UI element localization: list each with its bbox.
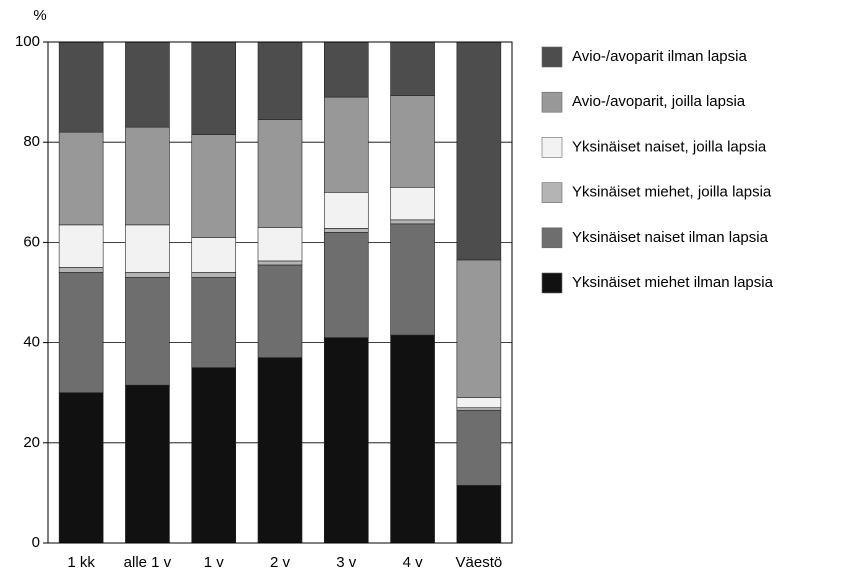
x-tick-label: 1 kk bbox=[67, 554, 95, 571]
bar-segment bbox=[191, 134, 237, 238]
bar-segment bbox=[456, 41, 502, 261]
legend-swatch bbox=[541, 272, 563, 294]
bar-segment bbox=[58, 392, 104, 544]
bar-segment bbox=[125, 272, 170, 278]
bar-segment bbox=[323, 232, 369, 338]
legend-label: Avio-/avoparit, joilla lapsia bbox=[572, 93, 746, 110]
bar-segment bbox=[191, 277, 237, 368]
y-tick-label: 60 bbox=[23, 233, 40, 250]
bar-segment bbox=[390, 186, 435, 221]
bar-segment bbox=[456, 485, 502, 544]
legend-label: Yksinäiset naiset ilman lapsia bbox=[572, 229, 769, 246]
bar-segment bbox=[58, 131, 104, 226]
bar-segment bbox=[191, 367, 237, 544]
x-tick-label: 2 v bbox=[270, 554, 291, 571]
x-tick-label: 3 v bbox=[336, 554, 357, 571]
x-tick-label: Väestö bbox=[456, 554, 503, 571]
bar-segment bbox=[191, 272, 237, 278]
bar-segment bbox=[390, 223, 435, 336]
legend-label: Avio-/avoparit ilman lapsia bbox=[572, 48, 747, 65]
legend-swatch bbox=[541, 227, 563, 249]
bar-segment bbox=[125, 224, 170, 273]
bar-segment bbox=[390, 334, 435, 544]
bar-segment bbox=[323, 337, 369, 544]
bar-segment bbox=[58, 224, 104, 268]
bar-segment bbox=[323, 228, 369, 233]
bar-segment bbox=[323, 192, 369, 229]
legend-label: Yksinäiset naiset, joilla lapsia bbox=[572, 138, 767, 155]
bar-segment bbox=[125, 41, 170, 128]
bar-segment bbox=[58, 267, 104, 273]
x-tick-label: alle 1 v bbox=[124, 554, 172, 571]
y-tick-label: 40 bbox=[23, 334, 40, 351]
bar-segment bbox=[125, 384, 170, 544]
y-axis-label: % bbox=[33, 7, 46, 24]
legend-swatch bbox=[541, 91, 563, 113]
y-tick-label: 80 bbox=[23, 133, 40, 150]
bar-segment bbox=[390, 219, 435, 225]
y-tick-label: 0 bbox=[32, 534, 40, 551]
legend-label: Yksinäiset miehet ilman lapsia bbox=[572, 274, 774, 291]
bar-segment bbox=[257, 41, 303, 120]
x-tick-label: 4 v bbox=[403, 554, 424, 571]
bar-segment bbox=[323, 41, 369, 98]
plot-frame bbox=[47, 41, 513, 544]
bar-segment bbox=[456, 409, 502, 486]
bar-segment bbox=[257, 260, 303, 266]
legend-label: Yksinäiset miehet, joilla lapsia bbox=[572, 184, 772, 201]
bar-segment bbox=[323, 96, 369, 193]
bar-segment bbox=[125, 126, 170, 226]
bar-segment bbox=[390, 95, 435, 188]
bar-segment bbox=[456, 397, 502, 409]
bar-segment bbox=[125, 277, 170, 386]
bar-segment bbox=[456, 407, 502, 411]
legend-swatch bbox=[541, 46, 563, 68]
legend-swatch bbox=[541, 182, 563, 203]
bar-segment bbox=[257, 227, 303, 262]
bar-segment bbox=[191, 237, 237, 273]
bar-segment bbox=[257, 119, 303, 228]
x-tick-label: 1 v bbox=[204, 554, 225, 571]
bar-segment bbox=[191, 41, 237, 135]
bar-segment bbox=[58, 272, 104, 393]
y-tick-label: 20 bbox=[23, 434, 40, 451]
bar-segment bbox=[390, 41, 435, 96]
bar-segment bbox=[257, 264, 303, 358]
y-tick-label: 100 bbox=[15, 33, 40, 50]
bar-segment bbox=[58, 41, 104, 133]
legend-swatch bbox=[541, 137, 563, 158]
bar-segment bbox=[257, 357, 303, 544]
bar-segment bbox=[456, 259, 502, 399]
